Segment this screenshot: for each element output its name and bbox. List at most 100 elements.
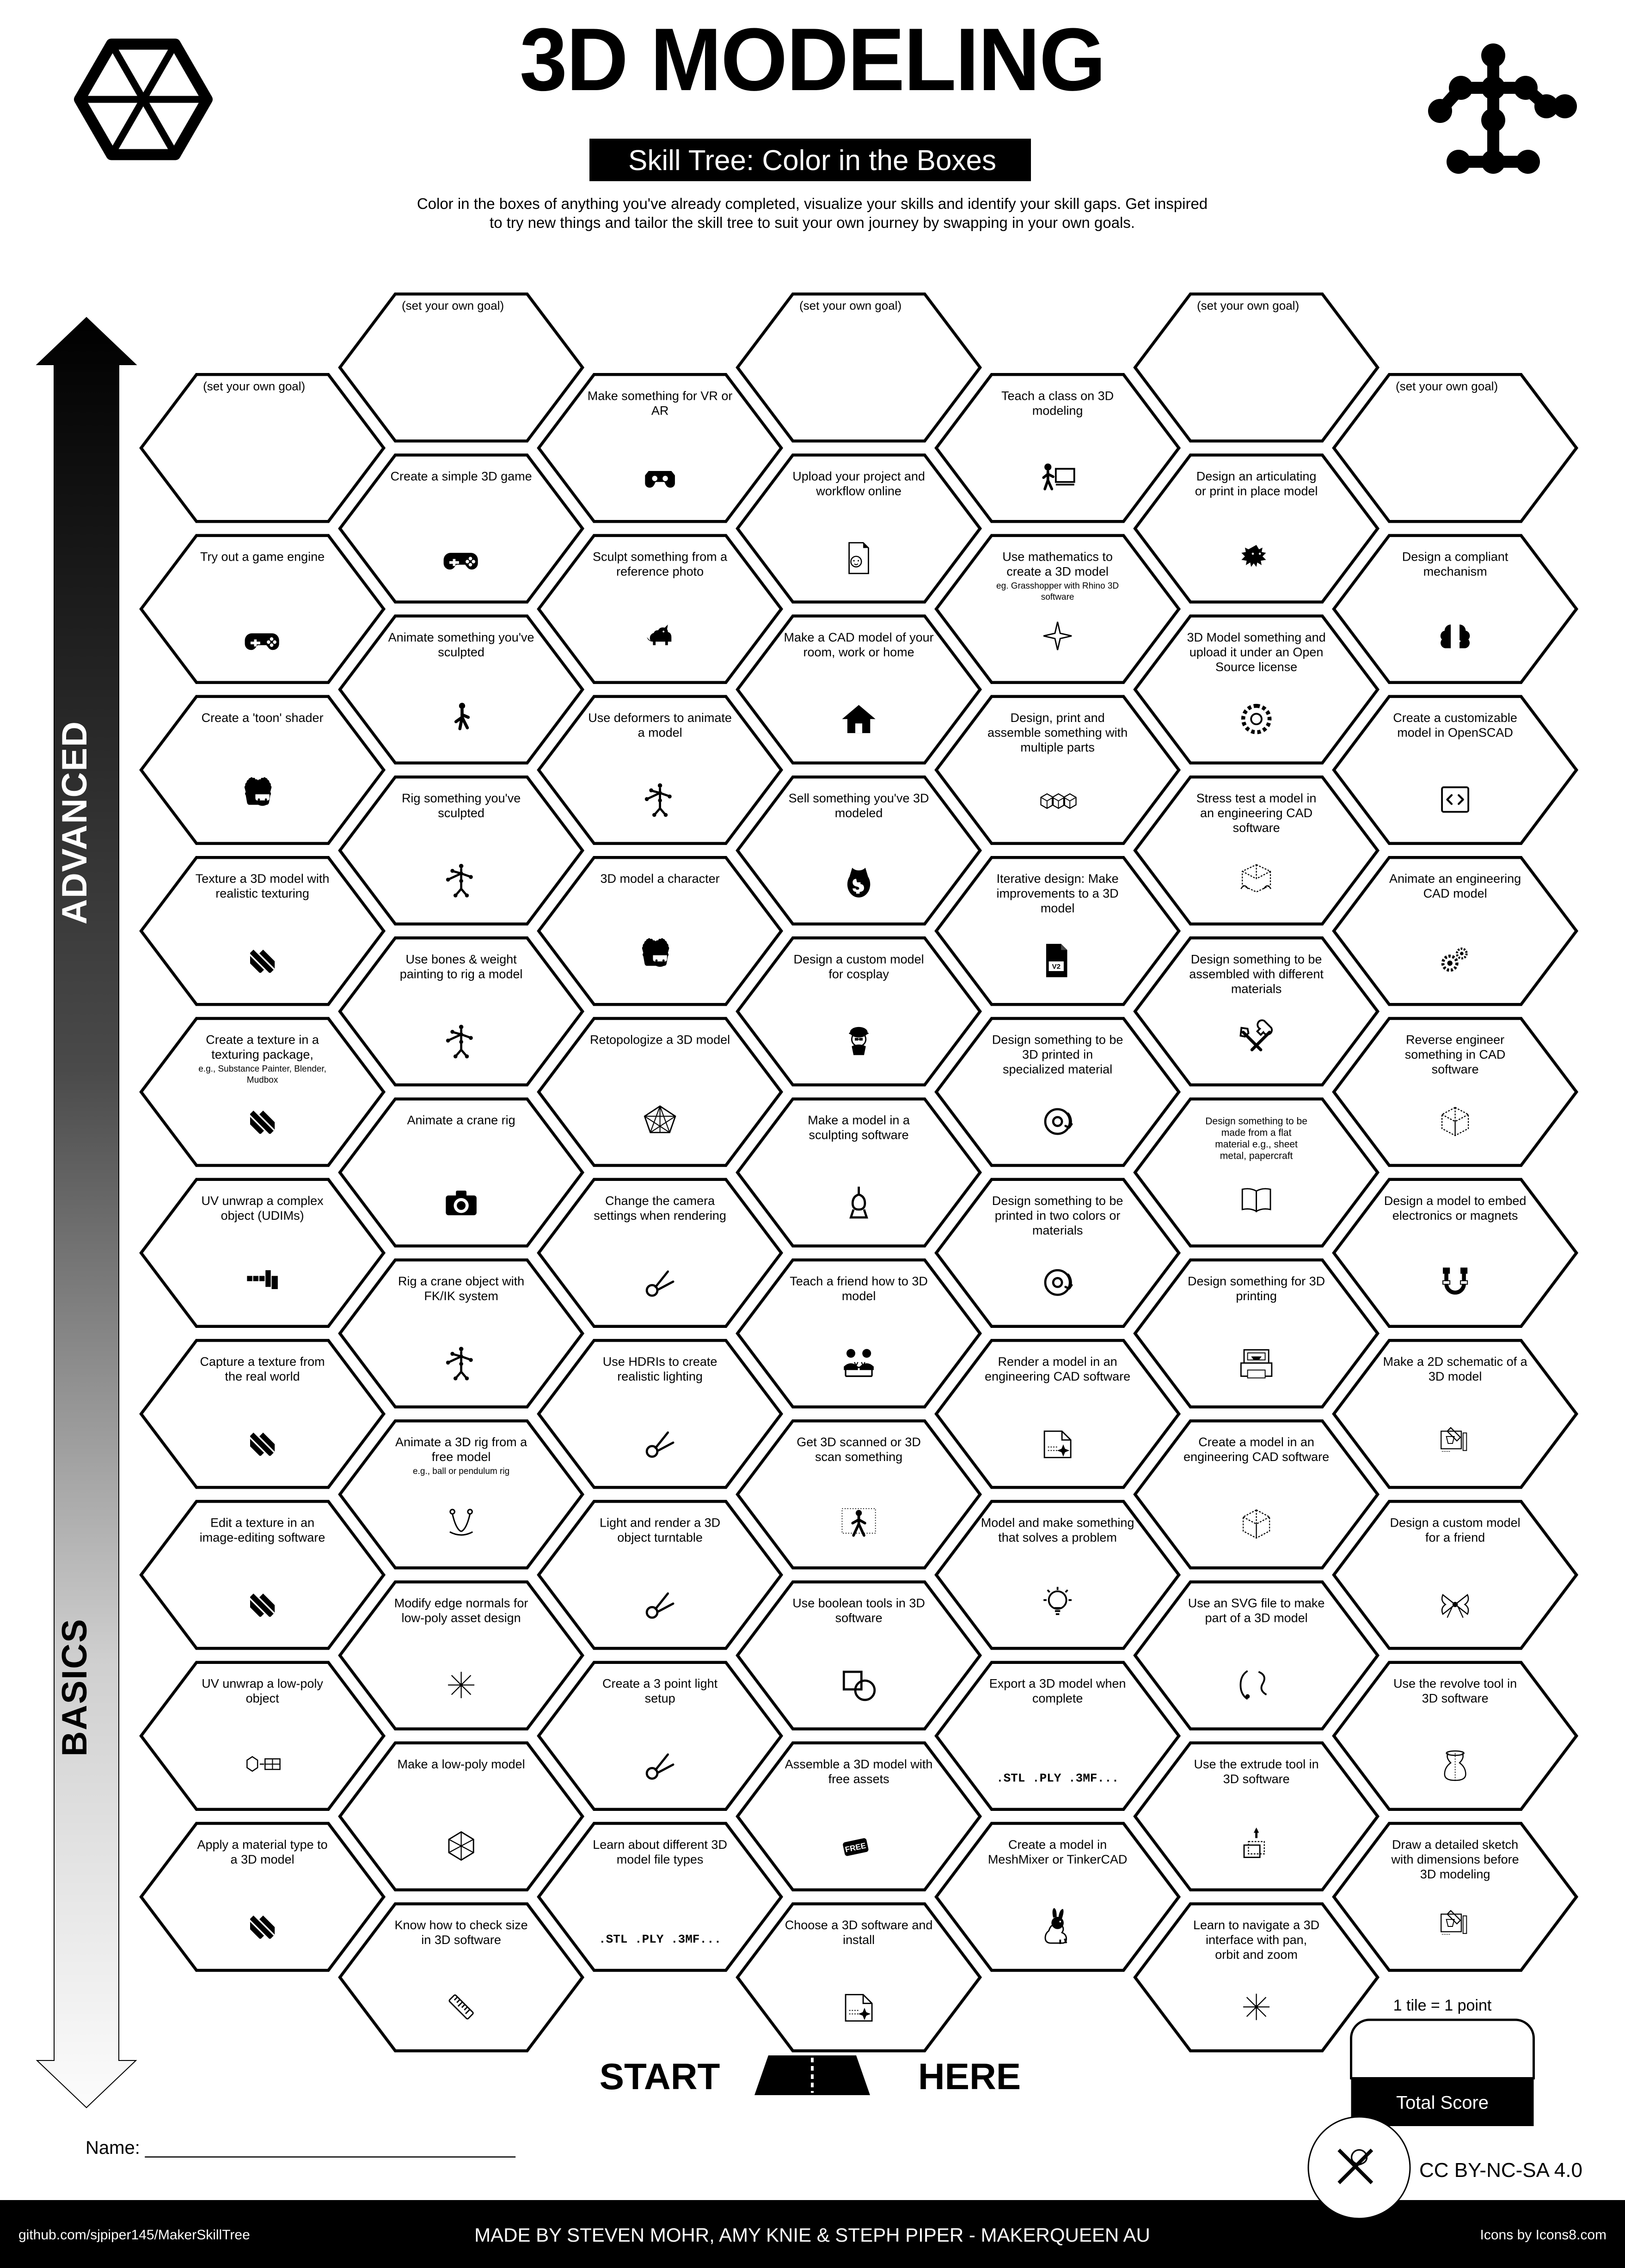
svg-text:UV unwrap a low-poly: UV unwrap a low-poly — [202, 1677, 323, 1691]
svg-text:MADE BY STEVEN MOHR, AMY KNIE: MADE BY STEVEN MOHR, AMY KNIE & STEPH PI… — [474, 2224, 1150, 2246]
svg-text:1 tile = 1 point: 1 tile = 1 point — [1393, 1997, 1492, 2014]
svg-text:Sculpt something from a: Sculpt something from a — [593, 550, 728, 564]
svg-text:to try new things and tailor t: to try new things and tailor the skill t… — [490, 214, 1135, 231]
svg-text:Animate an engineering: Animate an engineering — [1389, 872, 1521, 886]
svg-text:Design a custom model: Design a custom model — [1390, 1516, 1521, 1529]
svg-text:3D Model something and: 3D Model something and — [1187, 630, 1326, 644]
svg-text:realistic lighting: realistic lighting — [617, 1369, 703, 1383]
svg-text:Get 3D scanned or 3D: Get 3D scanned or 3D — [797, 1435, 921, 1449]
svg-text:object turntable: object turntable — [617, 1530, 703, 1544]
svg-text:Animate a crane rig: Animate a crane rig — [407, 1113, 515, 1127]
svg-text:Capture a texture from: Capture a texture from — [200, 1355, 325, 1369]
svg-text:Iterative design: Make: Iterative design: Make — [997, 872, 1119, 886]
svg-text:materials: materials — [1032, 1223, 1083, 1237]
svg-text:3D software: 3D software — [1422, 1692, 1489, 1706]
svg-text:e.g., ball or pendulum rig: e.g., ball or pendulum rig — [413, 1467, 509, 1476]
svg-text:Change the camera: Change the camera — [605, 1194, 715, 1208]
svg-text:Stress test a model in: Stress test a model in — [1196, 791, 1317, 805]
svg-text:for a friend: for a friend — [1425, 1530, 1485, 1544]
svg-text:reference photo: reference photo — [616, 565, 704, 579]
svg-text:3D software: 3D software — [1223, 1772, 1290, 1786]
svg-text:Teach a friend how to 3D: Teach a friend how to 3D — [790, 1274, 928, 1288]
svg-text:material e.g., sheet: material e.g., sheet — [1215, 1139, 1298, 1150]
svg-text:complete: complete — [1032, 1692, 1083, 1706]
svg-text:Make a model in a: Make a model in a — [808, 1113, 910, 1127]
svg-text:Design something to be: Design something to be — [992, 1033, 1123, 1047]
svg-text:Render a model in an: Render a model in an — [998, 1355, 1117, 1369]
svg-text:Model and make something: Model and make something — [981, 1516, 1134, 1529]
svg-text:Skill Tree: Color in the Boxes: Skill Tree: Color in the Boxes — [628, 145, 996, 177]
svg-text:printed in two colors or: printed in two colors or — [995, 1209, 1121, 1223]
svg-text:software: software — [1432, 1063, 1479, 1076]
svg-text:for cosplay: for cosplay — [828, 967, 889, 981]
svg-text:Make a low-poly model: Make a low-poly model — [398, 1757, 525, 1771]
svg-text:Use boolean tools in 3D: Use boolean tools in 3D — [792, 1596, 925, 1610]
svg-text:software: software — [1041, 593, 1074, 602]
svg-text:sculpted: sculpted — [438, 645, 484, 659]
svg-text:Create a texture in a: Create a texture in a — [206, 1033, 319, 1047]
svg-text:START: START — [600, 2056, 720, 2097]
svg-text:free model: free model — [432, 1450, 491, 1464]
svg-text:Create a model in: Create a model in — [1008, 1838, 1107, 1852]
svg-text:Color in the boxes of anything: Color in the boxes of anything you've al… — [417, 195, 1208, 212]
svg-text:painting to rig a model: painting to rig a model — [400, 967, 523, 981]
svg-text:(set your own goal): (set your own goal) — [1197, 299, 1299, 312]
svg-text:Animate something you've: Animate something you've — [388, 630, 534, 644]
svg-text:Rig something you've: Rig something you've — [402, 791, 521, 805]
svg-text:the real world: the real world — [225, 1369, 300, 1383]
svg-text:Use an SVG file to make: Use an SVG file to make — [1188, 1596, 1325, 1610]
svg-text:create a 3D model: create a 3D model — [1006, 565, 1109, 579]
svg-text:Sell something you've 3D: Sell something you've 3D — [789, 791, 929, 805]
svg-text:realistic texturing: realistic texturing — [215, 886, 309, 900]
svg-text:CAD model: CAD model — [1423, 886, 1487, 900]
svg-text:engineering CAD software: engineering CAD software — [985, 1369, 1130, 1383]
svg-text:CC BY-NC-SA 4.0: CC BY-NC-SA 4.0 — [1419, 2159, 1582, 2182]
svg-text:something in CAD: something in CAD — [1405, 1048, 1506, 1062]
svg-text:scan something: scan something — [815, 1450, 902, 1464]
svg-text:3D MODELING: 3D MODELING — [520, 10, 1105, 110]
svg-text:Export a 3D model when: Export a 3D model when — [989, 1677, 1126, 1691]
svg-text:Make something for VR or: Make something for VR or — [588, 389, 733, 403]
svg-text:object (UDIMs): object (UDIMs) — [221, 1209, 304, 1223]
svg-text:model: model — [1041, 901, 1075, 915]
svg-text:Design, print and: Design, print and — [1011, 711, 1105, 725]
svg-text:HERE: HERE — [918, 2056, 1021, 2097]
svg-text:sculpting software: sculpting software — [809, 1128, 909, 1142]
svg-text:sculpted: sculpted — [438, 806, 484, 820]
svg-text:assemble something with: assemble something with — [987, 726, 1128, 740]
svg-text:or print in place model: or print in place model — [1195, 484, 1318, 498]
svg-text:an engineering CAD: an engineering CAD — [1200, 806, 1312, 820]
svg-text:upload it under an Open: upload it under an Open — [1190, 645, 1324, 659]
svg-text:Design something to be: Design something to be — [1191, 952, 1322, 966]
svg-text:made from a flat: made from a flat — [1221, 1128, 1292, 1138]
svg-text:3D printed in: 3D printed in — [1022, 1048, 1093, 1062]
svg-text:Use deformers to animate: Use deformers to animate — [588, 711, 732, 725]
svg-text:metal, papercraft: metal, papercraft — [1220, 1151, 1293, 1162]
svg-text:Design a compliant: Design a compliant — [1402, 550, 1508, 564]
svg-text:orbit and zoom: orbit and zoom — [1215, 1948, 1298, 1962]
svg-text:MeshMixer or TinkerCAD: MeshMixer or TinkerCAD — [988, 1852, 1128, 1866]
svg-text:Mudbox: Mudbox — [247, 1076, 278, 1085]
svg-text:modeled: modeled — [835, 806, 883, 820]
svg-text:multiple parts: multiple parts — [1020, 740, 1095, 754]
svg-text:3D modeling: 3D modeling — [1420, 1867, 1490, 1881]
svg-text:Reverse engineer: Reverse engineer — [1406, 1033, 1504, 1047]
svg-text:Create a model in an: Create a model in an — [1198, 1435, 1314, 1449]
svg-text:mechanism: mechanism — [1423, 565, 1487, 579]
svg-text:part of a 3D model: part of a 3D model — [1205, 1611, 1308, 1625]
svg-text:image-editing software: image-editing software — [200, 1530, 325, 1544]
svg-text:Learn about different 3D: Learn about different 3D — [593, 1838, 727, 1852]
svg-text:Modify edge normals for: Modify edge normals for — [394, 1596, 528, 1610]
svg-text:Edit a texture in an: Edit a texture in an — [210, 1516, 314, 1529]
svg-text:model in OpenSCAD: model in OpenSCAD — [1397, 726, 1513, 740]
svg-text:Make a CAD model of your: Make a CAD model of your — [784, 630, 934, 644]
svg-text:materials: materials — [1231, 982, 1282, 996]
svg-text:Animate a 3D rig from a: Animate a 3D rig from a — [395, 1435, 527, 1449]
svg-text:texturing package,: texturing package, — [211, 1048, 313, 1062]
svg-text:Retopologize a 3D model: Retopologize a 3D model — [590, 1033, 730, 1047]
svg-text:specialized material: specialized material — [1003, 1063, 1112, 1076]
svg-text:V2: V2 — [1052, 963, 1061, 971]
svg-text:Know how to check size: Know how to check size — [395, 1918, 528, 1932]
svg-text:Use mathematics to: Use mathematics to — [1002, 550, 1113, 564]
svg-text:(set your own goal): (set your own goal) — [1396, 379, 1498, 393]
